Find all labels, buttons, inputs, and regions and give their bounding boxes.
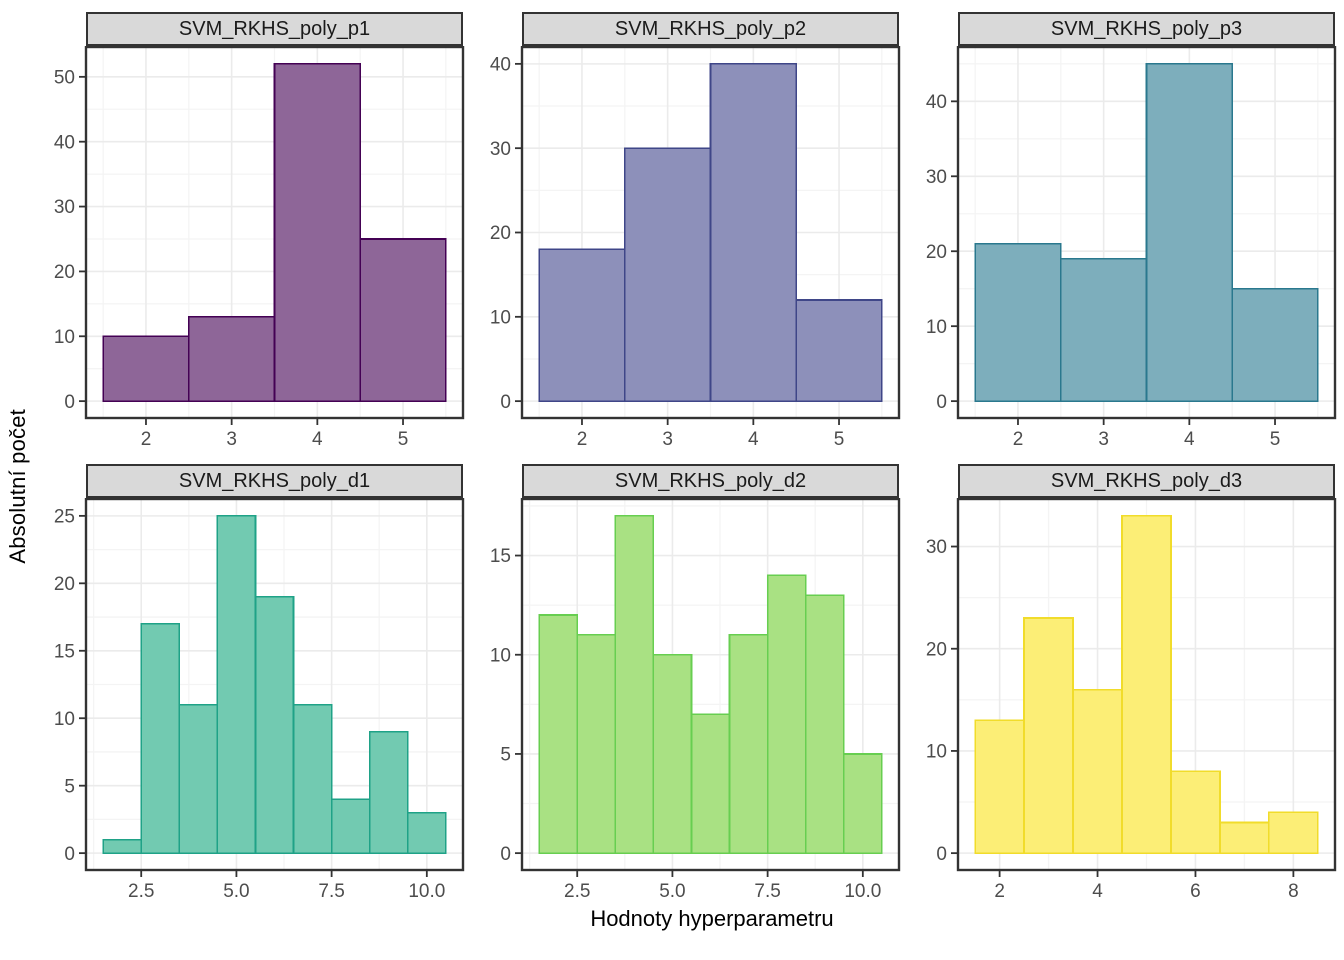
- svg-text:30: 30: [54, 197, 75, 218]
- x-axis-title: Hodnoty hyperparametru: [590, 906, 834, 931]
- facet-strip: SVM_RKHS_poly_p1: [86, 12, 463, 46]
- svg-text:25: 25: [54, 507, 75, 528]
- facet-title: SVM_RKHS_poly_d1: [178, 469, 371, 492]
- histogram-chart: 2 3 4 5 0 10 20 30 40: [490, 46, 901, 450]
- svg-text:30: 30: [490, 139, 511, 160]
- facet-grid-column: SVM_RKHS_poly_p1 2 3 4 5 0 10 20 30 40 50 SVM_RKH…: [36, 12, 1338, 960]
- histogram-chart: 2 3 4 5 0 10 20 30 40: [926, 46, 1337, 450]
- svg-text:0: 0: [936, 844, 947, 865]
- svg-text:2: 2: [1013, 429, 1024, 450]
- svg-text:7.5: 7.5: [754, 881, 780, 902]
- svg-text:10: 10: [926, 742, 947, 763]
- svg-text:15: 15: [490, 546, 511, 567]
- svg-text:10: 10: [490, 645, 511, 666]
- svg-text:4: 4: [1184, 429, 1195, 450]
- svg-text:3: 3: [226, 429, 237, 450]
- svg-text:10: 10: [54, 709, 75, 730]
- svg-text:0: 0: [500, 844, 511, 865]
- svg-text:3: 3: [1098, 429, 1109, 450]
- histogram-chart: 2.5 5.0 7.5 10.0 0 5 10 15 20 25: [54, 498, 465, 902]
- svg-text:0: 0: [64, 392, 75, 413]
- facet-panel: SVM_RKHS_poly_p3 2 3 4 5 0 10 20 30 40: [908, 12, 1338, 450]
- facet-strip: SVM_RKHS_poly_p3: [958, 12, 1335, 46]
- facet-panel: SVM_RKHS_poly_d2 2.5 5.0 7.5 10.0 0 5 10 15: [472, 464, 902, 902]
- svg-text:50: 50: [54, 67, 75, 88]
- y-axis-title-column: Absolutní počet: [0, 12, 36, 960]
- svg-text:2.5: 2.5: [564, 881, 590, 902]
- facet-panel: SVM_RKHS_poly_p2 2 3 4 5 0 10 20 30 40: [472, 12, 902, 450]
- svg-text:40: 40: [926, 92, 947, 113]
- facet-strip: SVM_RKHS_poly_p2: [522, 12, 899, 46]
- svg-text:5.0: 5.0: [659, 881, 685, 902]
- svg-text:30: 30: [926, 167, 947, 188]
- histogram-chart: 2 4 6 8 0 10 20 30: [926, 498, 1337, 902]
- facet-strip: SVM_RKHS_poly_d2: [522, 464, 899, 498]
- svg-text:30: 30: [926, 537, 947, 558]
- histogram-chart: 2.5 5.0 7.5 10.0 0 5 10 15: [490, 498, 901, 902]
- svg-text:5.0: 5.0: [223, 881, 249, 902]
- svg-text:20: 20: [926, 242, 947, 263]
- facet-title: SVM_RKHS_poly_d2: [614, 469, 807, 492]
- svg-text:10.0: 10.0: [408, 881, 445, 902]
- svg-text:2.5: 2.5: [128, 881, 154, 902]
- facet-panel: SVM_RKHS_poly_d1 2.5 5.0 7.5 10.0 0 5 10 15 20 25: [36, 464, 466, 902]
- svg-text:20: 20: [490, 223, 511, 244]
- svg-text:4: 4: [312, 429, 323, 450]
- facet-strip: SVM_RKHS_poly_d3: [958, 464, 1335, 498]
- facet-panel: SVM_RKHS_poly_d3 2 4 6 8 0 10 20 30: [908, 464, 1338, 902]
- svg-text:10: 10: [490, 307, 511, 328]
- svg-text:10.0: 10.0: [844, 881, 881, 902]
- svg-text:4: 4: [1092, 881, 1103, 902]
- svg-text:40: 40: [54, 132, 75, 153]
- svg-text:5: 5: [64, 776, 75, 797]
- svg-text:20: 20: [54, 574, 75, 595]
- facet-title: SVM_RKHS_poly_p1: [178, 17, 371, 40]
- facet-panel: SVM_RKHS_poly_p1 2 3 4 5 0 10 20 30 40 50: [36, 12, 466, 450]
- svg-text:15: 15: [54, 641, 75, 662]
- facet-title: SVM_RKHS_poly_p2: [614, 17, 807, 40]
- svg-text:2: 2: [141, 429, 152, 450]
- facet-title: SVM_RKHS_poly_p3: [1050, 17, 1243, 40]
- svg-text:2: 2: [577, 429, 588, 450]
- svg-text:8: 8: [1288, 881, 1299, 902]
- svg-text:0: 0: [64, 844, 75, 865]
- svg-text:4: 4: [748, 429, 759, 450]
- svg-text:2: 2: [994, 881, 1005, 902]
- svg-text:5: 5: [500, 745, 511, 766]
- facet-title: SVM_RKHS_poly_d3: [1050, 469, 1243, 492]
- facet-strip: SVM_RKHS_poly_d1: [86, 464, 463, 498]
- svg-text:40: 40: [490, 55, 511, 76]
- svg-text:0: 0: [936, 392, 947, 413]
- svg-text:0: 0: [500, 392, 511, 413]
- svg-text:10: 10: [926, 317, 947, 338]
- svg-text:7.5: 7.5: [318, 881, 344, 902]
- svg-text:10: 10: [54, 327, 75, 348]
- svg-text:6: 6: [1190, 881, 1201, 902]
- svg-text:5: 5: [1270, 429, 1281, 450]
- svg-text:20: 20: [926, 639, 947, 660]
- y-axis-title: Absolutní počet: [5, 408, 30, 564]
- facet-grid: SVM_RKHS_poly_p1 2 3 4 5 0 10 20 30 40 50 SVM_RKH…: [36, 12, 1338, 902]
- svg-text:5: 5: [834, 429, 845, 450]
- svg-text:20: 20: [54, 262, 75, 283]
- svg-text:5: 5: [398, 429, 409, 450]
- svg-text:3: 3: [662, 429, 673, 450]
